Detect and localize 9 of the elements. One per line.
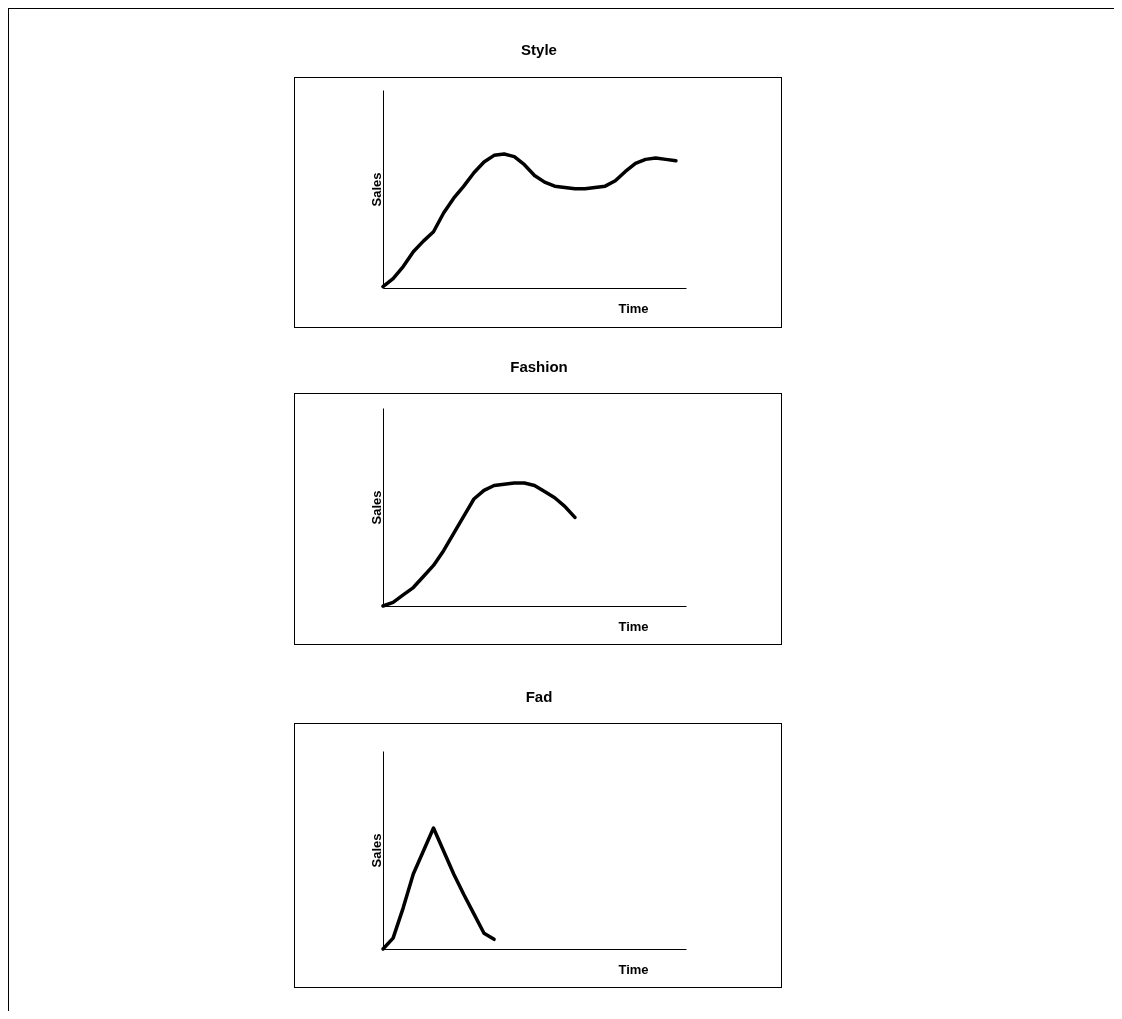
y-axis-title: Sales: [368, 490, 384, 525]
x-axis-title: Time: [618, 300, 649, 316]
chart-title: Fad: [524, 688, 554, 706]
y-axis-title: Sales: [368, 833, 384, 868]
chart-title: Fashion: [509, 358, 569, 376]
x-axis-title: Time: [618, 961, 649, 977]
y-axis-title: Sales: [368, 172, 384, 207]
x-axis-title: Time: [618, 618, 649, 634]
chart-title: Style: [520, 41, 558, 59]
